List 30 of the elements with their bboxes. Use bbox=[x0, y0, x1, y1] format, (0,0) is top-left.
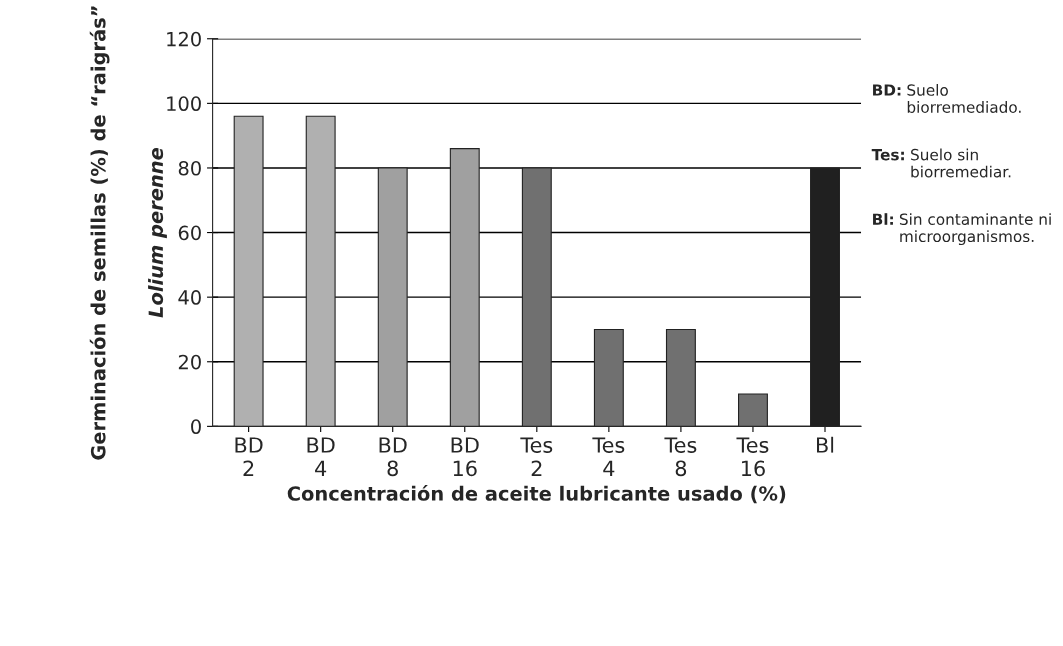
text: Bl: Sin contaminante ni microorganismos. bbox=[873, 213, 1051, 246]
y-tick-label: 0 bbox=[191, 419, 201, 435]
text: BD: Suelo biorremediado. bbox=[873, 83, 1021, 113]
text: Germinación de semillas (%) de “raigrás” Lolium perenne bbox=[89, 6, 167, 460]
bar bbox=[449, 148, 480, 427]
x-tick-label: BD 8 bbox=[379, 437, 407, 477]
x-tick-label: BD 16 bbox=[451, 437, 479, 477]
bar bbox=[521, 167, 552, 427]
y-tick-label: 120 bbox=[167, 31, 201, 47]
y-tick-label: 80 bbox=[178, 160, 201, 176]
x-tick-label: Tes 2 bbox=[520, 437, 553, 476]
x-axis-title: Concentración de aceite lubricante usado (%) bbox=[287, 485, 786, 504]
bar bbox=[737, 393, 768, 427]
text: Tes: Suelo sin biorremediar. bbox=[871, 148, 1011, 178]
x-tick-label: Tes 8 bbox=[664, 437, 697, 477]
x-tick-label: Tes 4 bbox=[592, 437, 625, 476]
bar bbox=[305, 115, 336, 427]
y-tick-label: 40 bbox=[178, 290, 201, 305]
x-tick-label: Tes 16 bbox=[736, 437, 769, 477]
x-tick-label: BD 2 bbox=[235, 437, 263, 476]
bar bbox=[593, 328, 624, 427]
bar bbox=[810, 167, 840, 427]
x-tick-label: BD 4 bbox=[307, 437, 335, 476]
y-tick-label: 100 bbox=[167, 96, 201, 112]
bar bbox=[665, 328, 696, 427]
x-tick-label: Bl bbox=[817, 436, 834, 453]
y-tick-label: 20 bbox=[178, 354, 201, 370]
y-tick-label: 60 bbox=[178, 225, 201, 241]
bar bbox=[233, 115, 264, 427]
bar bbox=[377, 167, 408, 427]
